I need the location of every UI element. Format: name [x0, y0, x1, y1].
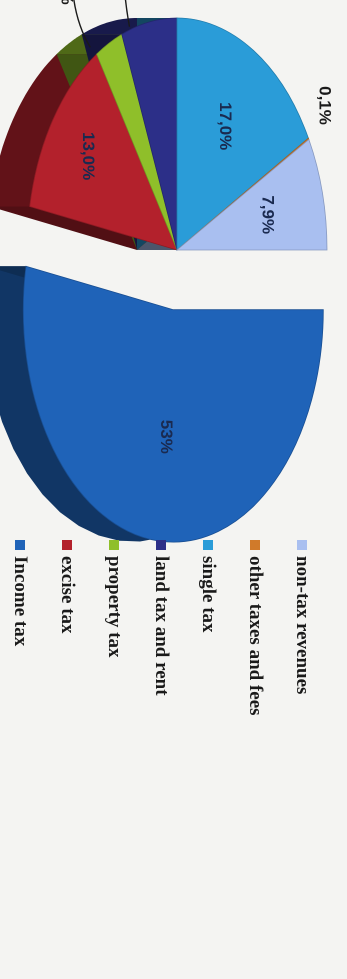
legend-swatch-other-taxes-and-fees [250, 540, 260, 550]
slice-label-income-tax: 53% [157, 420, 176, 454]
legend-label-land-tax-and-rent: land tax and rent [151, 556, 172, 696]
legend-label-income-tax: Income tax [10, 556, 31, 647]
legend-swatch-non-tax-revenues [297, 540, 307, 550]
legend-swatch-excise-tax [62, 540, 72, 550]
legend-label-single-tax: single tax [198, 556, 219, 633]
legend-label-non-tax-revenues: non-tax revenues [292, 556, 313, 694]
slice-side-excise-tax-edge-0 [0, 206, 177, 250]
slice-label-property-tax: 3,0% [57, 0, 76, 5]
slice-excise-tax [29, 53, 178, 251]
slice-label-non-tax-revenues: 7,9% [259, 195, 278, 234]
slice-label-single-tax: 17,0% [216, 102, 235, 150]
legend-swatch-property-tax [109, 540, 119, 550]
leader-line-land-tax-and-rent [121, 0, 131, 27]
slice-non-tax-revenues [175, 138, 328, 251]
slice-label-other-taxes-and-fees: 0,1% [316, 86, 335, 125]
legend-label-property-tax: property tax [104, 556, 125, 658]
slice-label-excise-tax: 13,0% [79, 132, 98, 180]
legend-swatch-single-tax [203, 540, 213, 550]
legend-label-other-taxes-and-fees: other taxes and fees [245, 556, 266, 716]
legend-swatch-income-tax [15, 540, 25, 550]
legend-swatch-land-tax-and-rent [156, 540, 166, 550]
slice-side-excise-tax [0, 54, 97, 207]
rotated-chart-group: 53%13,0%3,0%6,0%17,0%0,1%7,9%Income taxe… [0, 0, 335, 716]
legend-label-excise-tax: excise tax [57, 556, 78, 634]
slice-side-income-tax [0, 266, 324, 542]
leader-line-property-tax [71, 0, 91, 48]
slice-single-tax [176, 17, 309, 251]
